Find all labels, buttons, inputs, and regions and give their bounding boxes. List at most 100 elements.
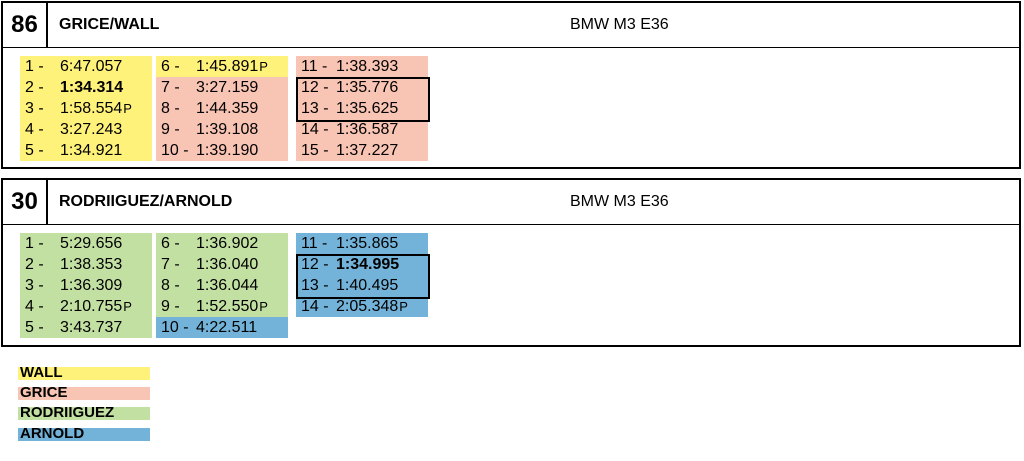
- lap-time-value: 1:36.309: [60, 277, 123, 294]
- lap-time-value: 1:35.865: [336, 235, 399, 252]
- lap-row: 9 - 1:52.550P: [156, 296, 288, 317]
- lap-time-value: 3:27.159: [196, 79, 259, 96]
- lap-time-value: 1:45.891: [196, 58, 259, 75]
- lap-row: 2 - 1:34.314: [20, 77, 152, 98]
- lap-time: 5:29.656: [60, 233, 122, 254]
- lap-time-value: 1:36.902: [196, 235, 259, 252]
- lap-number: 7 -: [161, 256, 180, 273]
- lap-number: 14 -: [301, 121, 329, 138]
- lap-number: 2 -: [25, 79, 44, 96]
- lap-number: 14 -: [301, 298, 329, 315]
- lap-time: 2:05.348P: [336, 296, 408, 317]
- lap-time-value: 1:40.495: [336, 277, 399, 294]
- lap-time: 4:22.511: [196, 317, 257, 338]
- lap-time: 1:38.353: [60, 254, 122, 275]
- lap-row: 12 - 1:35.776: [296, 77, 428, 98]
- legend-item-wall: WALL: [18, 364, 150, 381]
- team-name: GRICE/WALL: [59, 16, 160, 33]
- entry-card-86: 86 GRICE/WALL BMW M3 E36 1 -6:47.057 2 -1…: [1, 1, 1021, 169]
- lap-number: 12 -: [301, 79, 329, 96]
- lap-time-value: 6:47.057: [60, 58, 123, 75]
- legend-label: WALL: [20, 364, 63, 381]
- lap-number: 12 -: [301, 256, 329, 273]
- lap-time-value: 1:39.108: [196, 121, 259, 138]
- lap-number: 5 -: [25, 319, 44, 336]
- lap-time-value: 1:34.314: [60, 79, 124, 96]
- lap-time-value: 1:34.921: [60, 142, 123, 159]
- best-lap-time: 1:34.995: [336, 254, 399, 275]
- lap-row: 3 - 1:58.554P: [20, 98, 152, 119]
- lap-number: 9 -: [161, 121, 180, 138]
- lap-time: 1:35.776: [336, 77, 398, 98]
- lap-time: 3:43.737: [60, 317, 122, 338]
- lap-time: 1:52.550P: [196, 296, 268, 317]
- lap-number: 13 -: [301, 100, 329, 117]
- legend-item-grice: GRICE: [18, 384, 150, 401]
- lap-time: 1:36.309: [60, 275, 122, 296]
- lap-time: 1:35.865: [336, 233, 398, 254]
- lap-row: 7 - 1:36.040: [156, 254, 288, 275]
- lap-row: 4 - 3:27.243: [20, 119, 152, 140]
- lap-time: 1:40.495: [336, 275, 398, 296]
- legend-item-arnold: ARNOLD: [18, 425, 150, 442]
- lap-time-value: 5:29.656: [60, 235, 123, 252]
- legend-item-rodriiguez: RODRIIGUEZ: [18, 404, 150, 421]
- entry-card-30: 30 RODRIIGUEZ/ARNOLD BMW M3 E36 1 - 5:29.…: [1, 178, 1021, 347]
- lap-column-3: 11 - 1:35.865 12 - 1:34.995 13 - 1:40.495 14 -…: [296, 233, 428, 317]
- lap-number: 1 -: [25, 235, 44, 252]
- lap-time-value: 1:38.393: [336, 58, 399, 75]
- lap-time-value: 1:37.227: [336, 142, 399, 159]
- lap-number: 3 -: [25, 100, 44, 117]
- lap-number: 7 -: [161, 79, 180, 96]
- lap-row: 6 - 1:45.891P: [156, 56, 288, 77]
- lap-time-value: 1:35.776: [336, 79, 399, 96]
- lap-column-2: 6 - 1:45.891P 7 - 3:27.159 8 - 1:44.359 9 - 1:3…: [156, 56, 288, 161]
- lap-row: 1 - 6:47.057: [20, 56, 152, 77]
- lap-number: 9 -: [161, 298, 180, 315]
- lap-number: 11 -: [301, 235, 328, 252]
- highlight-box: [296, 77, 430, 122]
- lap-time-value: 1:35.625: [336, 100, 399, 117]
- lap-column-1: 1 - 6:47.057 2 - 1:34.314 3 - 1:58.554P 4 - 3:2…: [20, 56, 152, 161]
- lap-time: 2:10.755P: [60, 296, 132, 317]
- lap-time-value: 1:52.550: [196, 298, 259, 315]
- lap-row: 14 - 2:05.348P: [296, 296, 428, 317]
- lap-time: 1:39.108: [196, 119, 258, 140]
- lap-number: 13 -: [301, 277, 329, 294]
- lap-row: 7 - 3:27.159: [156, 77, 288, 98]
- lap-time-value: 1:58.554: [60, 100, 123, 117]
- lap-time: 1:34.921: [60, 140, 122, 161]
- car-model: BMW M3 E36: [570, 193, 669, 210]
- best-lap-time: 1:34.314: [60, 77, 123, 98]
- lap-time: 1:38.393: [336, 56, 398, 77]
- lap-time: 3:27.243: [60, 119, 122, 140]
- lap-time: 1:35.625: [336, 98, 398, 119]
- lap-number: 1 -: [25, 58, 44, 75]
- lap-row: 8 - 1:36.044: [156, 275, 288, 296]
- pit-marker: P: [259, 299, 268, 314]
- lap-row: 6 - 1:36.902: [156, 233, 288, 254]
- lap-number: 8 -: [161, 277, 180, 294]
- lap-time-value: 4:22.511: [196, 319, 258, 336]
- car-number: 30: [3, 180, 48, 224]
- lap-time: 1:44.359: [196, 98, 258, 119]
- lap-time: 3:27.159: [196, 77, 258, 98]
- pit-marker: P: [259, 59, 268, 74]
- lap-number: 3 -: [25, 277, 44, 294]
- pit-marker: P: [399, 299, 408, 314]
- car-number: 86: [3, 3, 48, 47]
- lap-row: 9 - 1:39.108: [156, 119, 288, 140]
- lap-time-value: 3:43.737: [60, 319, 123, 336]
- lap-row: 15 - 1:37.227: [296, 140, 428, 161]
- lap-time: 1:36.044: [196, 275, 258, 296]
- legend-label: RODRIIGUEZ: [20, 404, 115, 421]
- lap-number: 10 -: [161, 142, 189, 159]
- lap-row: 13 - 1:35.625: [296, 98, 428, 119]
- lap-time: 1:58.554P: [60, 98, 132, 119]
- legend-label: GRICE: [20, 384, 68, 401]
- lap-column-2: 6 - 1:36.902 7 - 1:36.040 8 - 1:36.044 9 - 1:52…: [156, 233, 288, 338]
- lap-number: 6 -: [161, 58, 180, 75]
- lap-time: 1:36.040: [196, 254, 258, 275]
- pit-marker: P: [123, 101, 132, 116]
- lap-number: 8 -: [161, 100, 180, 117]
